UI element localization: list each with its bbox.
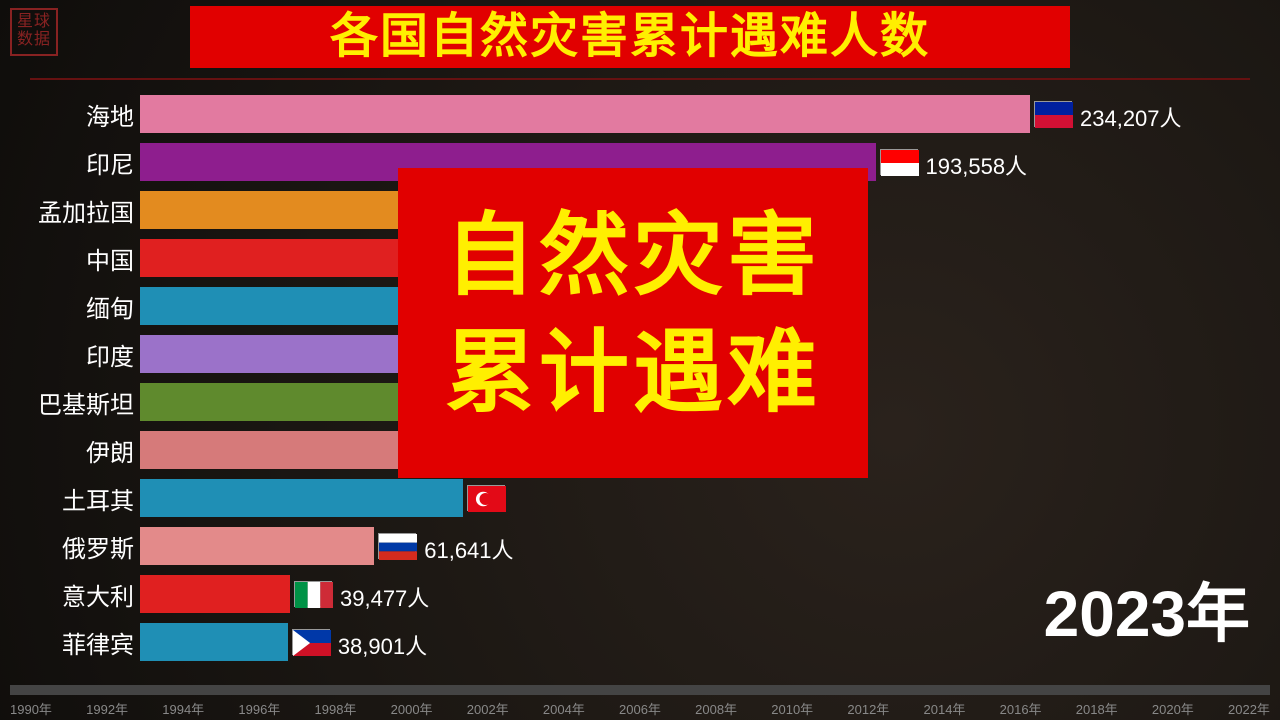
bar-label: 孟加拉国 [38,193,134,228]
bar-label: 意大利 [62,577,134,612]
overlay-caption: 自然灾害 累计遇难 [398,168,868,478]
bar [140,575,290,613]
bar-label: 土耳其 [62,481,134,516]
flag-icon [1034,101,1072,127]
timeline-tick: 2016年 [1000,699,1042,718]
timeline-tick: 2008年 [695,699,737,718]
timeline-tick: 1994年 [162,699,204,718]
overlay-line-1: 自然灾害 [398,198,868,315]
bar-label: 印度 [86,337,134,372]
bar-label: 缅甸 [86,289,134,324]
bar-label: 伊朗 [86,433,134,468]
bar-value: 61,641人 [424,533,513,565]
bar-label: 中国 [86,241,134,276]
bar [140,623,288,661]
timeline-tick: 2014年 [924,699,966,718]
bar [140,95,1030,133]
timeline-tick: 2010年 [771,699,813,718]
current-year: 2023年 [1044,563,1250,655]
page-title-banner: 各国自然灾害累计遇难人数 [190,6,1070,68]
timeline: 1990年 1992年 1994年 1996年 1998年 2000年 2002年 2004年… [10,685,1270,720]
bar-value: 193,558人 [926,149,1028,181]
bar-label: 菲律宾 [62,625,134,660]
timeline-tick: 1990年 [10,699,52,718]
bar-row: 土耳其 [0,479,1280,517]
flag-icon [292,629,330,655]
channel-logo: 星球 数据 [10,8,58,56]
timeline-tick: 2006年 [619,699,661,718]
timeline-tick: 1992年 [86,699,128,718]
flag-icon [467,485,505,511]
timeline-tick: 2018年 [1076,699,1118,718]
flag-icon [880,149,918,175]
timeline-ticks: 1990年 1992年 1994年 1996年 1998年 2000年 2002年 2004年… [10,699,1270,718]
bar-label: 海地 [86,97,134,132]
timeline-tick: 2002年 [467,699,509,718]
bar [140,479,463,517]
bar-value: 38,901人 [338,629,427,661]
bar [140,527,374,565]
timeline-tick: 2022年 [1228,699,1270,718]
bar-row: 俄罗斯 61,641人 [0,527,1280,565]
bar-label: 巴基斯坦 [38,385,134,420]
bar-value: 39,477人 [340,581,429,613]
bar-label: 印尼 [86,145,134,180]
title-divider [30,78,1250,80]
timeline-tick: 1996年 [238,699,280,718]
bar-label: 俄罗斯 [62,529,134,564]
overlay-line-2: 累计遇难 [398,315,868,432]
bar-row: 海地 234,207人 [0,95,1280,133]
timeline-tick: 1998年 [315,699,357,718]
timeline-tick: 2000年 [391,699,433,718]
timeline-tick: 2012年 [847,699,889,718]
flag-icon [294,581,332,607]
flag-icon [378,533,416,559]
timeline-tick: 2020年 [1152,699,1194,718]
timeline-fill [10,685,1270,695]
bar-value: 234,207人 [1080,101,1182,133]
timeline-tick: 2004年 [543,699,585,718]
